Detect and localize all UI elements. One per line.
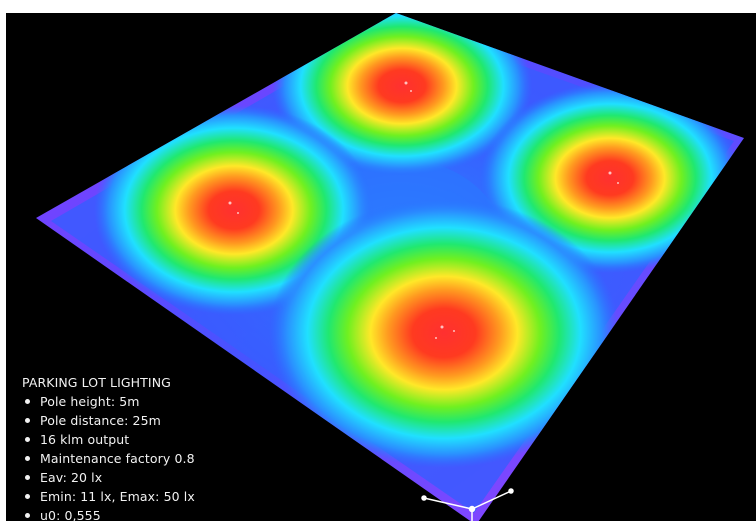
spec-emin-emax: Emin: 11 lx, Emax: 50 lx [22, 487, 195, 506]
spec-pole-height: Pole height: 5m [22, 392, 195, 411]
spec-output: 16 klm output [22, 430, 195, 449]
spec-eav: Eav: 20 lx [22, 468, 195, 487]
illuminance-plane [36, 13, 744, 521]
render-viewport[interactable] [6, 13, 756, 521]
spec-list: Pole height: 5m Pole distance: 25m 16 kl… [22, 392, 195, 525]
spec-maintenance-factor: Maintenance factory 0.8 [22, 449, 195, 468]
plane-corner-marker [421, 488, 514, 521]
spec-u0: u0: 0,555 [22, 506, 195, 525]
spec-pole-distance: Pole distance: 25m [22, 411, 195, 430]
hotspot-bottom [269, 198, 619, 468]
panel-title: PARKING LOT LIGHTING [22, 375, 171, 390]
lighting-info-panel: PARKING LOT LIGHTING Pole height: 5m Pol… [22, 373, 195, 525]
